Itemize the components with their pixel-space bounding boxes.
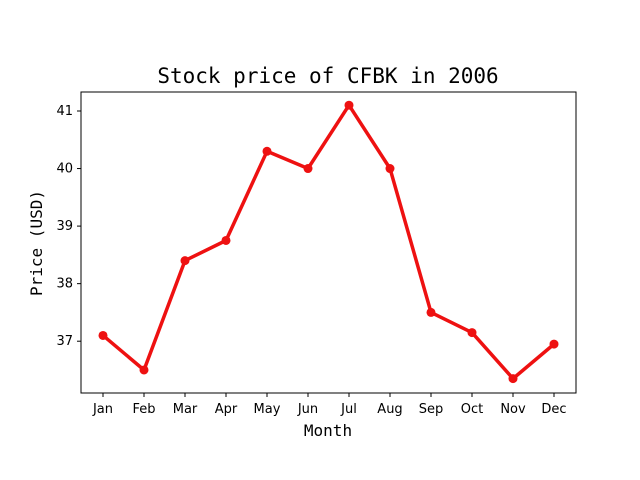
x-tick-label: May xyxy=(254,402,281,417)
x-tick-label: Jun xyxy=(297,402,318,417)
x-tick-label: Nov xyxy=(500,402,526,417)
y-tick-label: 38 xyxy=(56,277,73,292)
x-tick-label: Apr xyxy=(215,402,238,417)
x-tick-label: Feb xyxy=(132,402,155,417)
x-axis-label: Month xyxy=(304,421,352,440)
x-tick-label: Jan xyxy=(92,402,113,417)
x-tick-label: Aug xyxy=(377,402,402,417)
data-point xyxy=(139,365,149,375)
series-layer xyxy=(98,100,559,384)
data-point xyxy=(426,307,436,317)
y-axis-label: Price (USD) xyxy=(27,190,46,296)
x-tick-label: Oct xyxy=(461,402,483,417)
series-line xyxy=(101,103,556,381)
data-point xyxy=(467,328,477,338)
x-tick-label: Sep xyxy=(419,402,444,417)
data-point xyxy=(221,235,231,245)
y-axis: 37 38 39 40 41 xyxy=(56,104,81,349)
y-tick-label: 37 xyxy=(56,334,73,349)
plot-area xyxy=(80,91,577,394)
data-point xyxy=(180,256,190,266)
data-point xyxy=(549,339,559,349)
data-point xyxy=(98,330,108,340)
y-tick-label: 40 xyxy=(56,162,73,177)
x-axis: Jan Feb Mar Apr May Jun Jul Aug Sep Oct Nov Dec xyxy=(92,393,567,417)
data-point xyxy=(262,146,272,156)
data-point xyxy=(303,164,313,174)
data-point xyxy=(508,374,518,384)
chart-title: Stock price of CFBK in 2006 xyxy=(157,64,498,88)
y-tick-label: 41 xyxy=(56,104,73,119)
data-point xyxy=(385,164,395,174)
x-tick-label: Jul xyxy=(340,402,357,417)
y-tick-label: 39 xyxy=(56,219,73,234)
x-tick-label: Dec xyxy=(541,402,566,417)
x-tick-label: Mar xyxy=(173,402,198,417)
data-point xyxy=(344,100,354,110)
